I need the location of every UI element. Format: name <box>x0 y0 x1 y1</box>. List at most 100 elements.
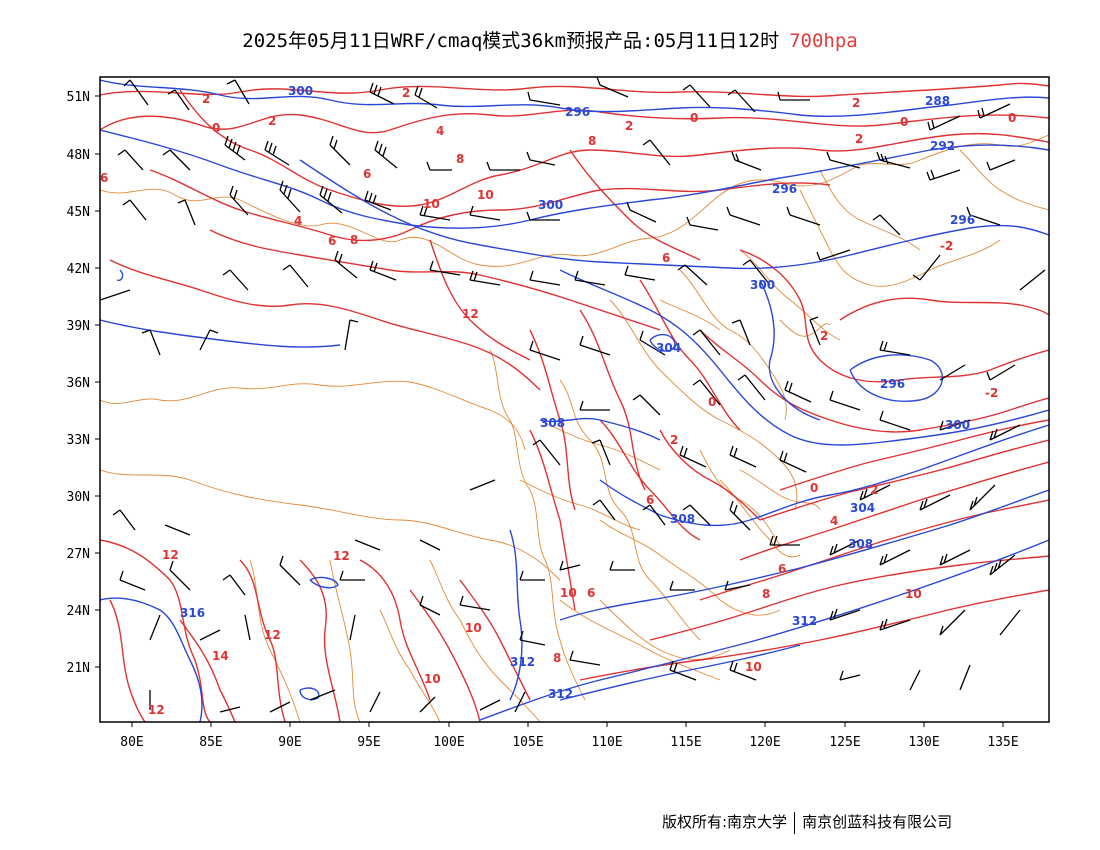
isotherm-label: 0 <box>900 115 908 129</box>
height-contour-label: 296 <box>772 182 797 196</box>
isotherm-label: 10 <box>477 188 494 202</box>
lat-label: 30N <box>67 490 90 505</box>
lon-label: 85E <box>199 735 222 750</box>
lon-label: 100E <box>433 735 464 750</box>
isotherm-label: 10 <box>424 672 441 686</box>
title-level: 700hpa <box>789 30 858 52</box>
isotherm-label: 4 <box>830 514 838 528</box>
height-contour-label: 308 <box>540 416 565 430</box>
footer-divider <box>794 811 796 834</box>
isotherm-label: 2 <box>625 119 633 133</box>
isotherm-label: 10 <box>905 587 922 601</box>
latitude-labels: 51N 48N 45N 42N 39N 36N 33N 30N 27N 24N … <box>67 90 90 676</box>
isotherm-label: 12 <box>162 548 179 562</box>
lat-label: 33N <box>67 433 90 448</box>
boundary-lines <box>100 134 1049 722</box>
isotherm-label: 12 <box>333 549 350 563</box>
temperature-contours <box>100 82 1049 722</box>
lat-label: 48N <box>67 148 90 163</box>
company-text: 南京创蓝科技有限公司 <box>802 813 953 831</box>
lat-label: 36N <box>67 376 90 391</box>
isotherm-label: 12 <box>148 703 165 717</box>
isotherm-label: 0 <box>1008 111 1016 125</box>
isotherm-label: 12 <box>264 628 281 642</box>
isotherm-label: 8 <box>553 651 561 665</box>
isotherm-label: 0 <box>810 481 818 495</box>
height-contour-label: 296 <box>565 105 590 119</box>
footer-credits: 版权所有:南京大学 南京创蓝科技有限公司 <box>662 811 952 834</box>
lon-label: 135E <box>987 735 1018 750</box>
isotherm-label: 8 <box>456 152 464 166</box>
isotherm-label: 2 <box>820 329 828 343</box>
isotherm-label: -2 <box>985 386 998 400</box>
isotherm-label: 6 <box>662 251 670 265</box>
height-contour-label: 316 <box>180 606 205 620</box>
lon-label: 110E <box>591 735 622 750</box>
isotherm-label: 2 <box>852 96 860 110</box>
lon-label: 90E <box>278 735 301 750</box>
isotherm-label: 10 <box>560 586 577 600</box>
isotherm-label: 2 <box>402 86 410 100</box>
isotherm-label: 0 <box>212 121 220 135</box>
title-main: 2025年05月11日WRF/cmaq模式36km预报产品:05月11日12时 <box>242 30 780 52</box>
isotherm-label: 6 <box>100 171 108 185</box>
lon-label: 130E <box>908 735 939 750</box>
height-contour-label: 300 <box>538 198 563 212</box>
height-contour-label: 312 <box>792 614 817 628</box>
height-contour-label: 288 <box>925 94 950 108</box>
isotherm-label: 6 <box>778 562 786 576</box>
lon-label: 120E <box>749 735 780 750</box>
height-contour-label: 308 <box>848 537 873 551</box>
isotherm-label: 12 <box>462 307 479 321</box>
isotherm-label: 2 <box>870 483 878 497</box>
height-contour-label: 304 <box>656 341 681 355</box>
lat-label: 21N <box>67 661 90 676</box>
wind-barbs <box>100 77 1046 713</box>
map-frame <box>99 76 1050 723</box>
isotherm-label: 6 <box>646 493 654 507</box>
isotherm-label: 8 <box>350 233 358 247</box>
isotherm-label: 4 <box>436 124 444 138</box>
height-contour-label: 312 <box>510 655 535 669</box>
height-contour-label: 292 <box>930 139 955 153</box>
longitude-labels: 80E 85E 90E 95E 100E 105E 110E 115E 120E… <box>120 735 1018 750</box>
height-contour-label: 300 <box>288 84 313 98</box>
height-contour-label: 304 <box>850 501 875 515</box>
height-contour-label: 300 <box>945 418 970 432</box>
lon-label: 80E <box>120 735 143 750</box>
temperature-labels: 2 0 2 4 6 8 10 2 0 2 4 6 8 10 6 8 12 6 2… <box>100 86 1016 717</box>
lon-label: 125E <box>829 735 860 750</box>
copyright-text: 版权所有:南京大学 <box>662 813 788 831</box>
map-layers: 2 0 2 4 6 8 10 2 0 2 4 6 8 10 6 8 12 6 2… <box>100 77 1049 722</box>
lon-label: 115E <box>670 735 701 750</box>
isotherm-label: 8 <box>762 587 770 601</box>
lon-label: 95E <box>357 735 380 750</box>
lat-label: 42N <box>67 262 90 277</box>
lat-label: 51N <box>67 90 90 105</box>
isotherm-label: 8 <box>588 134 596 148</box>
chart-title: 2025年05月11日WRF/cmaq模式36km预报产品:05月11日12时 7… <box>0 26 1100 53</box>
isotherm-label: 6 <box>328 234 336 248</box>
lat-label: 45N <box>67 205 90 220</box>
isotherm-label: 0 <box>690 111 698 125</box>
height-contour-label: 300 <box>750 278 775 292</box>
height-labels: 300 296 288 292 296 296 300 300 304 296 … <box>180 84 975 701</box>
isotherm-label: 0 <box>708 395 716 409</box>
isotherm-label: 6 <box>587 586 595 600</box>
isotherm-label: 2 <box>670 433 678 447</box>
isotherm-label: 10 <box>745 660 762 674</box>
isotherm-label: 14 <box>212 649 229 663</box>
isotherm-label: 6 <box>363 167 371 181</box>
isotherm-label: 2 <box>202 92 210 106</box>
lat-label: 24N <box>67 604 90 619</box>
lat-label: 39N <box>67 319 90 334</box>
isotherm-label: 2 <box>855 132 863 146</box>
height-contour-label: 308 <box>670 512 695 526</box>
height-contour-label: 296 <box>880 377 905 391</box>
height-contour-label: 312 <box>548 687 573 701</box>
isotherm-label: 10 <box>423 197 440 211</box>
axis-ticks <box>95 95 1004 727</box>
height-contours <box>100 79 1049 722</box>
isotherm-label: 10 <box>465 621 482 635</box>
